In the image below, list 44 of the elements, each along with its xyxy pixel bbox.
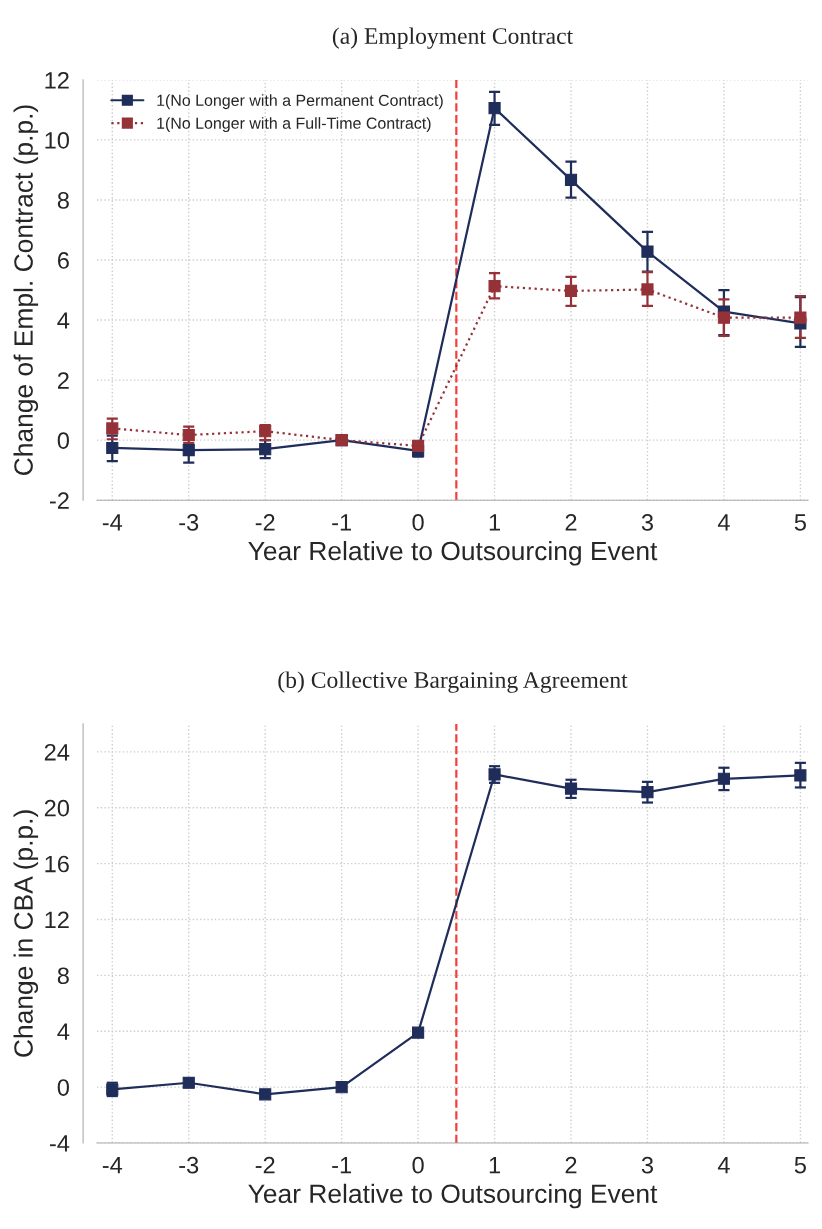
x-tick-label: 5 [794, 1157, 806, 1174]
y-tick-label: 2 [57, 372, 69, 389]
chart-title: (b) Collective Bargaining Agreement [278, 671, 628, 693]
y-tick-label: 0 [57, 1079, 69, 1096]
x-axis-title: Year Relative to Outsourcing Event [248, 540, 658, 566]
y-tick-label: 12 [45, 71, 69, 89]
chart-title: (a) Employment Contract [332, 27, 574, 49]
x-tick-label: -3 [179, 1156, 199, 1174]
y-tick-label: 6 [57, 252, 69, 269]
y-tick-label: 12 [45, 911, 69, 929]
x-tick-label: 3 [641, 514, 653, 531]
y-tick-label: -4 [49, 1135, 70, 1152]
x-tick-label: -4 [102, 1157, 123, 1174]
y-tick-label: 8 [57, 967, 69, 985]
x-tick-label: 4 [717, 514, 730, 531]
y-axis-title: Change of Empl. Contract (p.p.) [13, 105, 39, 475]
y-tick-label: 0 [57, 432, 69, 449]
x-tick-label: 3 [641, 1156, 653, 1174]
legend-label: 1(No Longer with a Full-Time Contract) [157, 117, 431, 133]
x-tick-label: -1 [332, 1157, 351, 1174]
x-tick-label: -2 [255, 514, 275, 531]
y-tick-label: 8 [57, 192, 69, 209]
x-tick-label: 2 [565, 1156, 577, 1174]
x-tick-label: 1 [489, 514, 500, 531]
y-tick-label: 4 [57, 312, 70, 329]
x-tick-label: 0 [412, 1156, 424, 1174]
x-tick-label: 2 [565, 514, 577, 531]
x-tick-label: 1 [489, 1157, 500, 1174]
x-tick-label: -4 [102, 514, 123, 531]
y-tick-label: 16 [45, 855, 69, 873]
x-tick-label: -3 [179, 514, 199, 531]
x-axis-title: Year Relative to Outsourcing Event [248, 1183, 658, 1209]
y-axis-title: Change in CBA (p.p.) [13, 810, 39, 1057]
x-tick-label: 0 [412, 514, 424, 531]
legend-label: 1(No Longer with a Permanent Contract) [157, 94, 443, 110]
x-tick-label: 4 [717, 1157, 730, 1174]
y-tick-label: 24 [44, 743, 70, 761]
x-tick-label: -2 [255, 1156, 275, 1174]
x-tick-label: -1 [332, 514, 351, 531]
y-tick-label: 4 [57, 1023, 70, 1040]
y-tick-label: 10 [45, 132, 69, 149]
y-tick-label: -2 [49, 492, 69, 509]
x-tick-label: 5 [794, 514, 806, 531]
y-tick-label: 20 [44, 799, 69, 817]
